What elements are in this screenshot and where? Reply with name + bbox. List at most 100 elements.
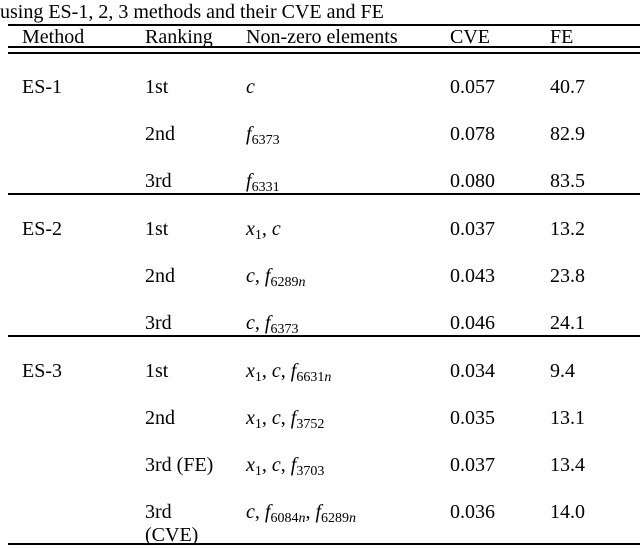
math-expression: c, f6084n, f6289n: [246, 501, 357, 526]
table-row: ES-1 1st c 0.057 40.7: [0, 76, 640, 123]
elements-cell: x1, c, f6631n: [246, 360, 331, 389]
fe-cell: 13.2: [550, 218, 585, 240]
math-variable: x: [246, 454, 255, 476]
math-variable: c: [246, 501, 255, 523]
cve-cell: 0.034: [450, 360, 495, 382]
ranking-cell: 1st: [145, 76, 240, 99]
ranking-line: (CVE): [145, 524, 199, 546]
math-subscript: 1: [254, 370, 262, 385]
ranking-cell: 1st: [145, 218, 240, 241]
cve-cell: 0.037: [450, 218, 495, 240]
math-subscript: 6331: [251, 180, 280, 195]
ranking-cell: 3rd (FE): [145, 454, 240, 477]
ranking-line: 3rd: [145, 312, 172, 334]
fe-cell: 13.1: [550, 407, 585, 429]
math-subscript: 6373: [270, 322, 299, 337]
ranking-line: 2nd: [145, 407, 175, 429]
math-subscript: 1: [254, 228, 262, 243]
table-caption: using ES-1, 2, 3 methods and their CVE a…: [0, 1, 384, 23]
ranking-line: 1st: [145, 76, 169, 98]
ranking-cell: 2nd: [145, 407, 240, 430]
math-variable: f: [290, 407, 297, 429]
ranking-cell: 3rd (CVE): [145, 501, 240, 547]
math-expression: c: [246, 76, 255, 98]
table-row: 3rd f6331 0.080 83.5: [0, 170, 640, 217]
table-row: 2nd f6373 0.078 82.9: [0, 123, 640, 170]
math-subscript: 1: [254, 464, 262, 479]
header-double-rule-top: [8, 46, 640, 48]
math-variable: f: [264, 312, 271, 334]
math-subscript: 1: [254, 417, 262, 432]
elements-cell: f6331: [246, 170, 280, 199]
cve-cell: 0.046: [450, 312, 495, 334]
math-subscript: 6289n: [321, 511, 357, 526]
math-expression: x1, c, f3703: [246, 454, 325, 479]
math-variable: x: [246, 360, 255, 382]
table-row: ES-3 1st x1, c, f6631n 0.034 9.4: [0, 360, 640, 407]
math-variable: f: [290, 454, 297, 476]
ranking-line: 2nd: [145, 123, 175, 145]
math-variable: f: [264, 501, 271, 523]
column-header-cve: CVE: [450, 26, 490, 48]
cve-cell: 0.078: [450, 123, 495, 145]
cve-cell: 0.035: [450, 407, 495, 429]
fe-cell: 24.1: [550, 312, 585, 334]
cve-cell: 0.057: [450, 76, 495, 98]
fe-cell: 14.0: [550, 501, 585, 523]
ranking-cell: 2nd: [145, 123, 240, 146]
elements-cell: c, f6084n, f6289n: [246, 501, 356, 530]
fe-cell: 9.4: [550, 360, 575, 382]
fe-cell: 83.5: [550, 170, 585, 192]
math-variable: c: [271, 454, 281, 476]
cve-cell: 0.080: [450, 170, 495, 192]
elements-cell: c, f6289n: [246, 265, 305, 294]
math-variable: c: [246, 265, 255, 287]
ranking-cell: 3rd: [145, 312, 240, 335]
elements-cell: c, f6373: [246, 312, 298, 341]
ranking-line: 3rd: [145, 170, 172, 192]
math-variable: f: [290, 360, 297, 382]
table-row: 2nd c, f6289n 0.043 23.8: [0, 265, 640, 312]
ranking-line: 1st: [145, 218, 169, 240]
method-cell: ES-1: [22, 76, 62, 98]
table-row: ES-2 1st x1, c 0.037 13.2: [0, 218, 640, 265]
math-variable: c: [271, 360, 281, 382]
ranking-line: 3rd (FE): [145, 454, 214, 476]
header-double-rule-bottom: [8, 52, 640, 54]
math-expression: c, f6373: [246, 312, 299, 337]
math-subscript: 6631n: [296, 370, 332, 385]
ranking-line: 3rd: [145, 501, 172, 523]
cve-cell: 0.036: [450, 501, 495, 523]
math-variable: c: [271, 218, 281, 240]
math-variable: c: [271, 407, 281, 429]
elements-cell: c: [246, 76, 255, 99]
math-variable: c: [246, 312, 255, 334]
column-header-nonzero-elements: Non-zero elements: [246, 26, 398, 48]
ranking-cell: 2nd: [145, 265, 240, 288]
math-variable: f: [246, 123, 252, 145]
math-subscript: 6373: [251, 133, 280, 148]
math-expression: x1, c, f6631n: [246, 360, 332, 385]
math-subscript: 6289n: [270, 275, 306, 290]
table-row: 2nd x1, c, f3752 0.035 13.1: [0, 407, 640, 454]
math-subscript: 6084n: [270, 511, 306, 526]
fe-cell: 13.4: [550, 454, 585, 476]
ranking-line: 1st: [145, 360, 169, 382]
math-expression: f6331: [246, 170, 280, 195]
section-rule: [8, 335, 640, 337]
ranking-line: 2nd: [145, 265, 175, 287]
column-header-fe: FE: [550, 26, 574, 48]
math-variable: x: [246, 218, 255, 240]
math-subscript: 3752: [296, 417, 325, 432]
elements-cell: f6373: [246, 123, 280, 152]
math-expression: c, f6289n: [246, 265, 306, 290]
table-row: 3rd c, f6373 0.046 24.1: [0, 312, 640, 359]
math-variable: f: [246, 170, 252, 192]
math-expression: x1, c, f3752: [246, 407, 325, 432]
section-rule: [8, 193, 640, 195]
method-cell: ES-3: [22, 360, 62, 382]
math-variable: c: [246, 76, 255, 98]
math-variable: f: [315, 501, 322, 523]
cve-cell: 0.037: [450, 454, 495, 476]
